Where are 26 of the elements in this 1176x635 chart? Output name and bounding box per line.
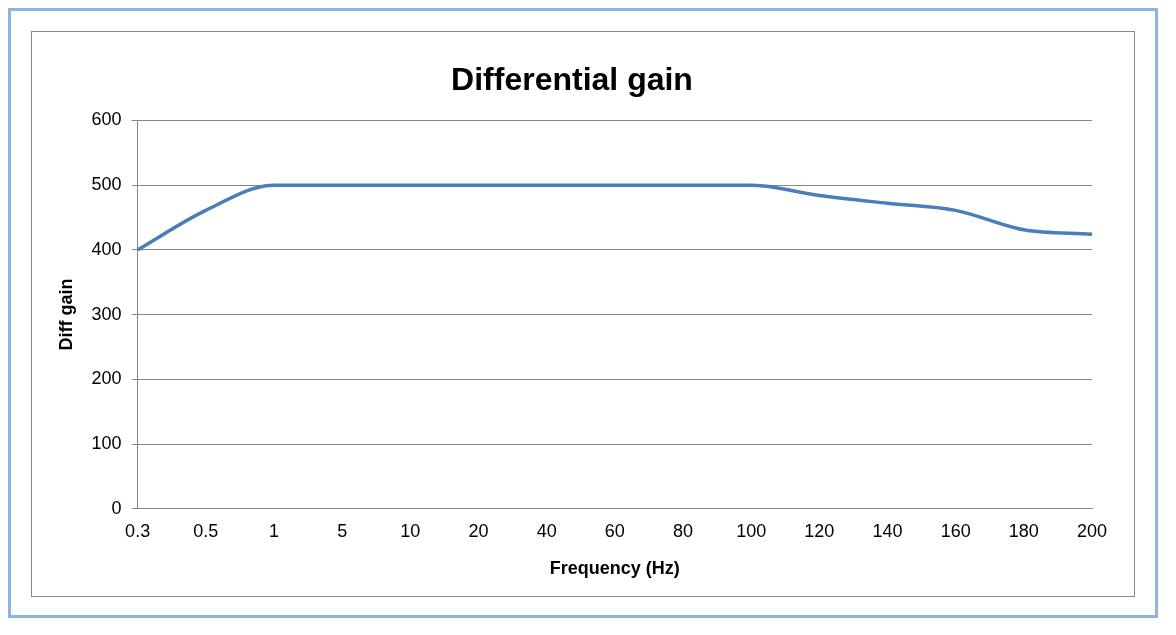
x-tick-label: 20 [468,520,489,541]
x-tick-label: 60 [604,520,625,541]
x-tick-label: 10 [400,520,421,541]
x-tick-label: 80 [672,520,693,541]
x-tick-label: 1 [268,520,279,541]
y-tick-label: 300 [91,303,122,324]
x-tick-label: 5 [337,520,348,541]
y-tick-label: 600 [91,109,122,130]
line-series [135,183,1094,252]
x-tick-label: 160 [940,520,971,541]
x-tick-label: 0.3 [125,520,151,541]
y-tick-label: 0 [111,497,122,518]
chart-title: Differential gain [451,61,693,98]
y-axis-title: Diff gain [55,278,76,351]
y-tick-label: 200 [91,368,122,389]
x-tick-label: 200 [1076,520,1108,541]
x-axis-title: Frequency (Hz) [549,558,680,579]
y-tick-label: 500 [91,174,122,195]
x-tick-label: 40 [536,520,557,541]
x-tick-label: 100 [736,520,767,541]
y-tick-label: 100 [91,433,122,454]
x-tick-label: 120 [804,520,835,541]
y-tick-label: 400 [91,238,122,259]
x-tick-label: 0.5 [193,520,219,541]
x-tick-label: 180 [1008,520,1039,541]
x-tick-label: 140 [872,520,903,541]
